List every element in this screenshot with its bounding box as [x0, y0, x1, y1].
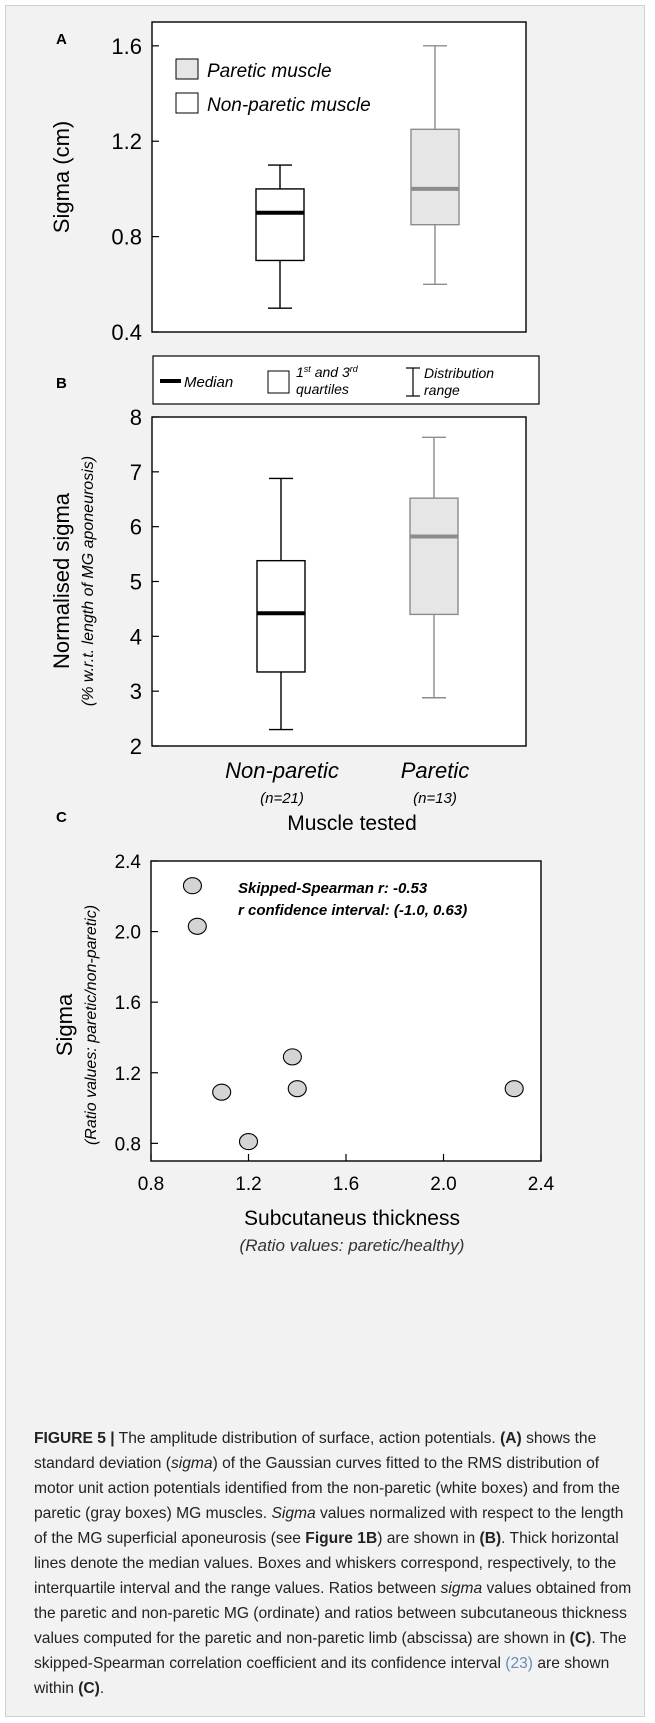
panel-b-y-tick-label: 7: [130, 460, 142, 485]
panel-label-a: A: [56, 31, 67, 48]
panel-b-y-tick-label: 4: [130, 624, 142, 649]
key-frame: [152, 355, 540, 405]
panel-c-x-tick-label: 2.0: [430, 1174, 456, 1195]
caption-text: . Thick horizontal lines denote the medi…: [34, 1530, 619, 1597]
figure-caption: FIGURE 5 | The amplitude distribution of…: [34, 1426, 634, 1701]
panel-b-y-tick-label: 3: [130, 679, 142, 704]
caption-ref-c: (C): [569, 1630, 592, 1647]
box-non-paretic-box: [255, 188, 305, 262]
caption-ref-a: (A): [500, 1430, 522, 1447]
caption-text: shows the standard deviation (: [34, 1430, 597, 1472]
caption-ref-b: (B): [479, 1530, 502, 1547]
panel-b-boxplots: [256, 436, 459, 731]
box-paretic-box: [409, 497, 459, 616]
panel-c-points: [182, 877, 524, 1151]
group-label-paretic: Paretic: [401, 758, 469, 783]
panel-c-y-tick-label: 1.2: [115, 1064, 141, 1085]
panel-a-y-tick-label: 1.6: [111, 34, 142, 59]
panel-a-y-tick-label: 1.2: [111, 129, 142, 154]
caption-figure-link[interactable]: Figure 1B: [305, 1530, 378, 1547]
panel-c: 0.8 1.2 1.6 2.0 2.4 0.8 1.2 1.6 2.0 2.4 Sigma (Ra…: [52, 852, 555, 1255]
panel-c-y-tick-label: 0.8: [115, 1134, 141, 1155]
panel-c-y-axis-sublabel: (Ratio values: paretic/non-paretic): [83, 905, 100, 1145]
caption-text: are shown within: [34, 1655, 610, 1697]
panel-label-c: C: [56, 809, 67, 826]
group-count-paretic: (n=13): [413, 790, 457, 807]
panel-b-y-axis-label: Normalised sigma: [49, 492, 74, 669]
key-quartile-label-line1: 1st and 3rd: [296, 364, 359, 380]
key-quartile-label-line2: quartiles: [296, 381, 349, 397]
panel-b: 2 3 4 5 6 7 8 Normalised sigma (% w.r.t. lengt…: [49, 405, 527, 835]
caption-text: values obtained from the paretic and non…: [34, 1580, 632, 1647]
group-label-non-paretic: Non-paretic: [225, 758, 339, 783]
key-range-label-line1: Distribution: [424, 365, 494, 381]
panel-b-y-axis: 2 3 4 5 6 7 8: [130, 405, 159, 759]
caption-citation-link[interactable]: (23): [505, 1655, 533, 1672]
caption-text: . The skipped-Spearman correlation coeff…: [34, 1630, 627, 1672]
caption-term: Sigma: [271, 1505, 316, 1522]
scatter-point: [504, 1080, 524, 1098]
panel-a-plot-frame: [151, 21, 527, 333]
panel-b-x-axis-label: Muscle tested: [287, 812, 417, 835]
panel-b-y-tick-label: 8: [130, 405, 142, 430]
caption-ref-c: (C): [78, 1680, 100, 1697]
panel-c-y-tick-label: 2.0: [115, 923, 141, 944]
caption-text: ) of the Gaussian curves fitted to the R…: [34, 1455, 620, 1522]
panel-c-y-tick-label: 2.4: [115, 852, 142, 873]
box-plot-key: Median 1st and 3rd quartiles Distributio…: [152, 355, 540, 405]
panel-b-y-tick-label: 5: [130, 570, 142, 595]
caption-term: sigma: [440, 1580, 483, 1597]
caption-text: values normalized with respect to the le…: [34, 1505, 624, 1547]
panel-b-y-tick-label: 2: [130, 734, 142, 759]
panel-c-x-tick-label: 1.2: [235, 1174, 261, 1195]
panel-c-x-tick-label: 0.8: [138, 1174, 164, 1195]
caption-text: .: [99, 1680, 105, 1697]
panel-b-y-tick-label: 6: [130, 515, 142, 540]
panel-c-annotation-line2: r confidence interval: (-1.0, 0.63): [238, 902, 467, 919]
figure: A B C 0.4 0.8 1.2 1.6 Sigma (cm) Paretic mu…: [49, 21, 555, 1255]
panel-c-y-tick-label: 1.6: [115, 993, 141, 1014]
panel-c-annotation-line1: Skipped-Spearman r: -0.53: [238, 880, 428, 897]
panel-a-y-axis: 0.4 0.8 1.2 1.6: [111, 34, 159, 345]
caption-text: ) are shown in: [377, 1530, 480, 1547]
key-range-label-line2: range: [424, 382, 460, 398]
caption-term: sigma: [170, 1455, 213, 1472]
panel-c-plot-frame: [150, 860, 542, 1162]
panel-c-x-axis-label: Subcutaneus thickness: [244, 1207, 460, 1230]
scatter-point: [238, 1133, 259, 1151]
legend-swatch-non-paretic: [175, 92, 199, 114]
legend-label-paretic: Paretic muscle: [207, 61, 332, 82]
panel-b-y-axis-sublabel: (% w.r.t. length of MG aponeurosis): [80, 456, 97, 706]
scatter-point: [282, 1048, 302, 1066]
panel-a-y-tick-label: 0.4: [111, 320, 142, 345]
scatter-point: [287, 1080, 307, 1098]
panel-c-x-tick-label: 2.4: [528, 1174, 555, 1195]
panel-a-y-axis-label: Sigma (cm): [49, 121, 74, 233]
box-non-paretic-box: [256, 559, 306, 673]
legend-swatch-paretic: [175, 58, 199, 80]
scatter-point: [182, 877, 202, 895]
panel-c-axes: 0.8 1.2 1.6 2.0 2.4 0.8 1.2 1.6 2.0 2.4: [115, 852, 555, 1195]
key-quartile-swatch: [267, 370, 290, 394]
scatter-point: [212, 1083, 232, 1101]
key-median-label: Median: [184, 374, 233, 391]
panel-b-plot-frame: [151, 416, 527, 747]
panel-a-y-tick-label: 0.8: [111, 225, 142, 250]
caption-figure-label: FIGURE 5 |: [34, 1430, 115, 1447]
panel-c-x-axis-sublabel: (Ratio values: paretic/healthy): [240, 1236, 465, 1255]
panel-c-y-axis-label: Sigma: [52, 993, 77, 1056]
key-range-swatch: [406, 367, 420, 397]
panel-a: 0.4 0.8 1.2 1.6 Sigma (cm) Paretic muscle N…: [49, 21, 527, 345]
legend-label-non-paretic: Non-paretic muscle: [207, 95, 371, 116]
scatter-point: [187, 917, 207, 935]
panel-label-b: B: [56, 375, 67, 392]
caption-text: The amplitude distribution of surface, a…: [114, 1430, 501, 1447]
panel-a-boxplots: [255, 45, 460, 309]
box-paretic-box: [410, 128, 460, 226]
panel-c-x-tick-label: 1.6: [333, 1174, 359, 1195]
group-count-non-paretic: (n=21): [260, 790, 304, 807]
